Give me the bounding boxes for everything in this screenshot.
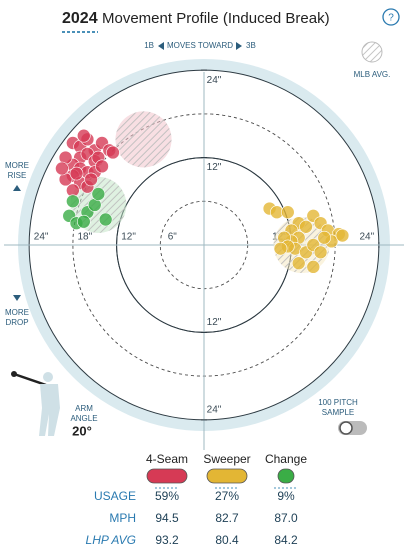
help-text[interactable]: ?	[388, 13, 394, 24]
legend-name: Sweeper	[203, 452, 250, 466]
cell: 80.4	[215, 533, 239, 547]
y-tick-label: 12"	[207, 317, 222, 328]
x-tick-label: 24"	[34, 232, 49, 243]
year: 2024	[62, 10, 98, 27]
drop-label: MORE	[5, 308, 29, 317]
pitch-point	[299, 219, 313, 234]
title: Movement Profile (Induced Break)	[102, 10, 330, 27]
drop-label: DROP	[5, 318, 28, 327]
arrow	[236, 42, 242, 50]
x-tick-label: 18"	[78, 232, 93, 243]
mlb-avg-label: MLB AVG.	[354, 70, 391, 79]
pitch-point	[76, 214, 91, 229]
cell: 93.2	[155, 533, 179, 547]
pitch-point	[280, 205, 295, 220]
rise-label: RISE	[8, 171, 27, 180]
row-label: MPH	[109, 511, 136, 525]
x-tick-label: 12"	[121, 232, 136, 243]
mlb-avg-hatch	[115, 111, 172, 168]
y-tick-label: 24"	[207, 75, 222, 86]
mlb-avg-icon	[361, 41, 383, 63]
cell: 59%	[155, 489, 179, 503]
pitch-point	[66, 194, 80, 209]
legend-swatch	[146, 468, 188, 484]
pitcher-figure	[11, 371, 60, 436]
pitch-point	[273, 241, 288, 256]
pitch-point	[84, 172, 98, 187]
sample-label: 100 PITCH	[318, 398, 358, 407]
pitch-point	[95, 159, 109, 174]
row-label: USAGE	[94, 489, 136, 503]
pitch-point	[76, 128, 91, 143]
pitch-point	[55, 161, 69, 176]
x-tick-label: 6"	[168, 232, 178, 243]
pitch-point	[106, 145, 120, 160]
row-label: LHP AVG	[86, 533, 136, 547]
cell: 87.0	[274, 511, 298, 525]
arrow	[158, 42, 164, 50]
pitch-point	[306, 260, 321, 274]
help-icon[interactable]	[382, 8, 400, 26]
arm-angle-value: 20°	[72, 423, 92, 438]
arrow	[13, 295, 21, 301]
pitch-point	[317, 230, 332, 245]
dir-right: 3B	[246, 41, 256, 50]
pitch-point	[313, 245, 328, 260]
y-tick-label: 24"	[207, 404, 222, 415]
x-tick-label: 24"	[360, 232, 375, 243]
cell: 94.5	[155, 511, 179, 525]
cell: 9%	[277, 489, 295, 503]
pitch-point	[291, 256, 306, 271]
y-tick-label: 12"	[207, 162, 222, 173]
legend-name: Change	[265, 452, 307, 466]
arm-angle-label: ANGLE	[70, 414, 97, 423]
cell: 27%	[215, 489, 239, 503]
rise-label: MORE	[5, 161, 29, 170]
pitch-point	[98, 212, 113, 227]
arm-angle-label: ARM	[75, 404, 93, 413]
legend-swatch	[277, 468, 295, 484]
pitch-point	[91, 187, 106, 201]
legend-name: 4-Seam	[146, 452, 188, 466]
cell: 82.7	[215, 511, 239, 525]
sample-label: SAMPLE	[322, 408, 354, 417]
cell: 84.2	[274, 533, 298, 547]
legend-swatch	[206, 468, 248, 484]
pitch-point	[69, 166, 84, 181]
dir-mid: MOVES TOWARD	[167, 41, 233, 50]
arrow	[13, 185, 21, 191]
toggle-knob[interactable]	[339, 421, 353, 435]
pitch-point	[335, 228, 350, 243]
dir-left: 1B	[144, 41, 154, 50]
